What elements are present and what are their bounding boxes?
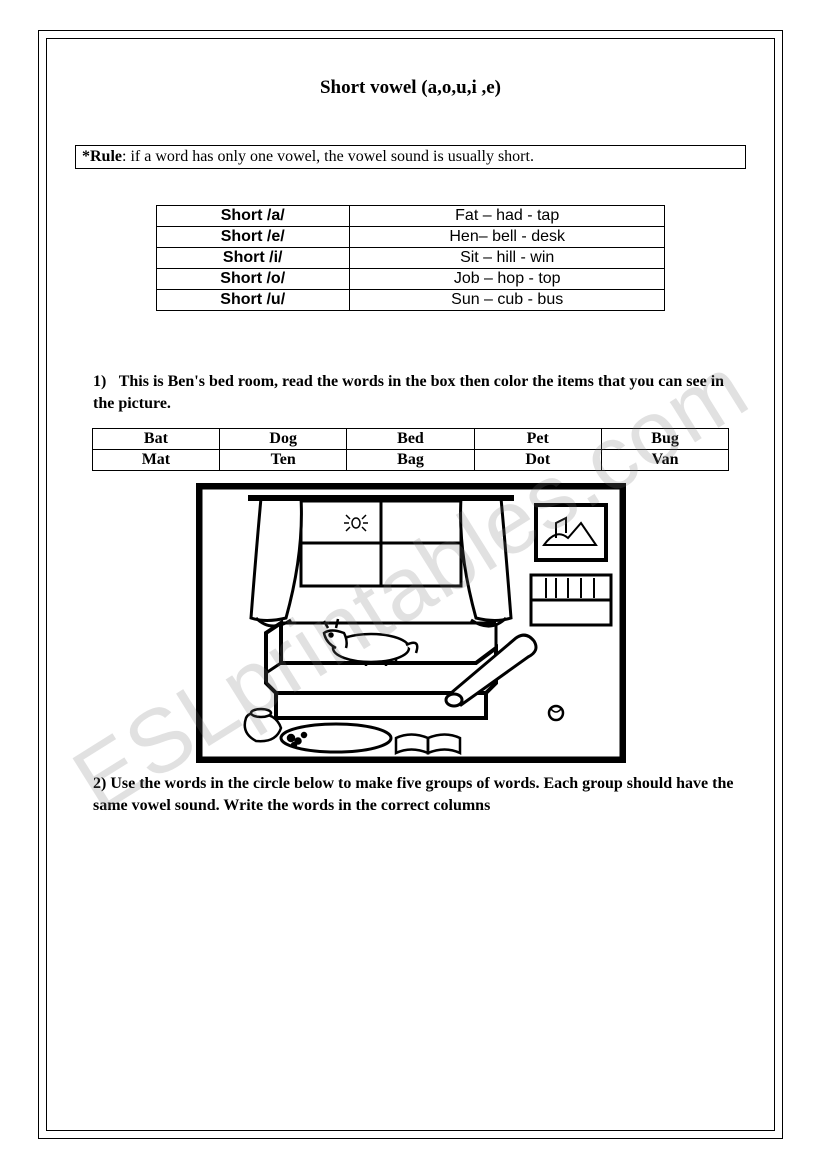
vowel-cell-right: Fat – had - tap [349, 206, 665, 227]
word-cell: Ten [220, 450, 347, 471]
word-cell: Bed [347, 429, 474, 450]
question-2: 2) Use the words in the circle below to … [93, 773, 746, 816]
question-1-text: This is Ben's bed room, read the words i… [93, 373, 724, 412]
vowel-cell-left: Short /i/ [156, 248, 349, 269]
word-cell: Bat [92, 429, 219, 450]
question-1-number: 1) [93, 371, 115, 393]
table-row: Short /o/ Job – hop - top [156, 269, 665, 290]
word-cell: Pet [474, 429, 601, 450]
word-cell: Van [601, 450, 728, 471]
table-row: Short /a/ Fat – had - tap [156, 206, 665, 227]
word-cell: Bag [347, 450, 474, 471]
rule-star: * [82, 148, 90, 165]
word-cell: Dot [474, 450, 601, 471]
vowel-cell-left: Short /a/ [156, 206, 349, 227]
page-title: Short vowel (a,o,u,i ,e) [75, 77, 746, 99]
vowel-cell-left: Short /o/ [156, 269, 349, 290]
table-row: Bat Dog Bed Pet Bug [92, 429, 728, 450]
vowel-cell-left: Short /e/ [156, 227, 349, 248]
table-row: Short /e/ Hen– bell - desk [156, 227, 665, 248]
word-cell: Dog [220, 429, 347, 450]
rule-box: *Rule: if a word has only one vowel, the… [75, 145, 746, 169]
word-cell: Mat [92, 450, 219, 471]
question-1: 1) This is Ben's bed room, read the word… [93, 371, 746, 414]
vowel-cell-right: Sun – cub - bus [349, 290, 665, 311]
vowel-cell-right: Sit – hill - win [349, 248, 665, 269]
vowel-table: Short /a/ Fat – had - tap Short /e/ Hen–… [156, 205, 666, 311]
word-box-table: Bat Dog Bed Pet Bug Mat Ten Bag Dot Van [92, 428, 729, 471]
table-row: Short /i/ Sit – hill - win [156, 248, 665, 269]
bedroom-illustration [196, 483, 626, 763]
table-row: Short /u/ Sun – cub - bus [156, 290, 665, 311]
inner-frame: ESLprintables.com Short vowel (a,o,u,i ,… [46, 38, 775, 1131]
question-2-text: Use the words in the circle below to mak… [93, 775, 733, 814]
page: ESLprintables.com Short vowel (a,o,u,i ,… [0, 0, 821, 1169]
bedroom-line-drawing-icon [196, 483, 626, 763]
table-row: Mat Ten Bag Dot Van [92, 450, 728, 471]
rule-text: : if a word has only one vowel, the vowe… [122, 148, 534, 165]
vowel-cell-right: Job – hop - top [349, 269, 665, 290]
vowel-cell-left: Short /u/ [156, 290, 349, 311]
vowel-cell-right: Hen– bell - desk [349, 227, 665, 248]
outer-frame: ESLprintables.com Short vowel (a,o,u,i ,… [38, 30, 783, 1139]
word-cell: Bug [601, 429, 728, 450]
question-2-number: 2) [93, 775, 106, 792]
rule-label: Rule [90, 148, 122, 165]
